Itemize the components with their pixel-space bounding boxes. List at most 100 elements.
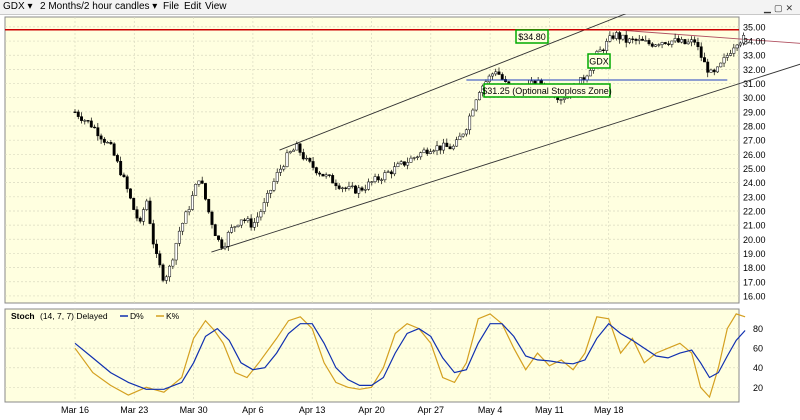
resistance-label: $34.80 xyxy=(518,32,546,42)
candle-body xyxy=(686,41,690,45)
x-tick-label: May 18 xyxy=(594,405,624,415)
x-tick-label: Apr 13 xyxy=(299,405,326,415)
candle-body xyxy=(106,142,110,144)
candle-body xyxy=(347,186,351,189)
candle-body xyxy=(703,57,706,63)
price-y-axis: 16.00 17.00 18.00 19.00 20.00 21.00 22.00 23.00… xyxy=(743,22,766,301)
candle-body xyxy=(292,149,295,152)
stoch-legend-label: K% xyxy=(166,311,180,321)
candle-body xyxy=(699,46,703,58)
candle-body xyxy=(318,172,322,175)
candle-body xyxy=(80,116,83,121)
candle-body xyxy=(174,243,178,261)
candle-body xyxy=(732,47,736,54)
candle-body xyxy=(331,175,335,184)
symbol-dropdown[interactable]: GDX ▾ xyxy=(3,1,33,12)
timeframe-dropdown[interactable]: 2 Months/2 hour candles ▾ xyxy=(40,1,158,12)
candle-body xyxy=(500,74,504,80)
stoch-y-axis: 20 40 60 80 xyxy=(753,324,763,393)
candle-body xyxy=(197,180,201,185)
edit-menu[interactable]: Edit xyxy=(184,1,202,12)
candle-body xyxy=(588,70,592,77)
candle-body xyxy=(194,184,198,196)
candle-body xyxy=(598,49,602,52)
candle-body xyxy=(422,149,426,153)
close-icon[interactable]: ✕ xyxy=(785,3,796,13)
candle-body xyxy=(628,38,631,43)
candle-body xyxy=(142,209,145,222)
x-tick-label: May 4 xyxy=(478,405,503,415)
candle-body xyxy=(321,173,325,177)
candle-body xyxy=(187,209,191,213)
candle-body xyxy=(272,181,276,191)
candle-body xyxy=(641,38,644,41)
candle-body xyxy=(689,39,693,43)
candle-body xyxy=(295,143,299,151)
candle-body xyxy=(399,161,403,165)
candle-body xyxy=(324,174,328,177)
minimize-icon[interactable]: ▁ xyxy=(764,3,774,13)
price-y-tick-label: 19.00 xyxy=(743,249,766,259)
stoch-line-d xyxy=(74,322,746,390)
candle-body xyxy=(614,32,618,39)
candle-body xyxy=(608,35,612,42)
timeframe-label: 2 Months/2 hour candles xyxy=(40,1,150,12)
candle-body xyxy=(438,145,442,151)
candle-body xyxy=(468,115,472,131)
file-menu[interactable]: File xyxy=(163,1,180,12)
symbol-label: GDX xyxy=(3,1,25,12)
candle-body xyxy=(654,44,657,47)
candle-body xyxy=(340,187,344,189)
candle-body xyxy=(611,35,615,39)
candle-body xyxy=(670,40,674,45)
price-y-tick-label: 33.00 xyxy=(743,51,766,61)
price-y-tick-label: 16.00 xyxy=(743,291,766,301)
candle-body xyxy=(559,99,563,101)
candle-body xyxy=(738,42,742,46)
candle-body xyxy=(275,172,279,182)
resistance-label-box xyxy=(515,29,549,44)
candle-body xyxy=(243,219,247,221)
candle-body xyxy=(634,39,638,41)
candle-body xyxy=(373,176,377,183)
candle-body xyxy=(210,211,214,225)
candle-body xyxy=(673,38,677,42)
candle-body xyxy=(168,265,172,278)
candle-body xyxy=(497,71,501,75)
x-tick-label: Mar 30 xyxy=(180,405,208,415)
window-buttons[interactable]: ▁▢✕ xyxy=(764,1,796,15)
candle-body xyxy=(621,34,625,40)
restore-icon[interactable]: ▢ xyxy=(773,3,786,13)
candle-body xyxy=(429,151,432,154)
price-y-tick-label: 18.00 xyxy=(743,263,766,273)
candle-body xyxy=(311,161,315,168)
candle-body xyxy=(464,129,468,135)
price-y-tick-label: 17.00 xyxy=(743,277,766,287)
candle-body xyxy=(432,150,436,152)
price-y-tick-label: 34.00 xyxy=(743,37,766,47)
candle-body xyxy=(409,157,413,163)
x-tick-label: Apr 27 xyxy=(418,405,445,415)
candle-body xyxy=(102,138,106,143)
candle-body xyxy=(647,40,651,45)
candle-body xyxy=(177,230,181,244)
stoch-y-tick-label: 60 xyxy=(753,344,763,354)
candle-body xyxy=(259,211,263,218)
candle-body xyxy=(719,62,723,68)
candle-body xyxy=(132,197,136,210)
candle-body xyxy=(455,139,459,147)
stoch-y-tick-label: 80 xyxy=(753,324,763,334)
price-y-tick-label: 30.00 xyxy=(743,93,766,103)
x-tick-label: May 11 xyxy=(535,405,564,415)
candle-body xyxy=(706,61,710,73)
view-menu[interactable]: View xyxy=(205,1,227,12)
candle-body xyxy=(181,223,185,232)
candle-body xyxy=(416,156,419,158)
candle-body xyxy=(435,145,439,152)
candle-body xyxy=(155,243,158,254)
x-tick-label: Apr 20 xyxy=(358,405,385,415)
candle-body xyxy=(246,218,250,221)
candle-body xyxy=(73,111,77,113)
candle-body xyxy=(76,111,80,117)
stoch-y-tick-label: 20 xyxy=(753,383,763,393)
